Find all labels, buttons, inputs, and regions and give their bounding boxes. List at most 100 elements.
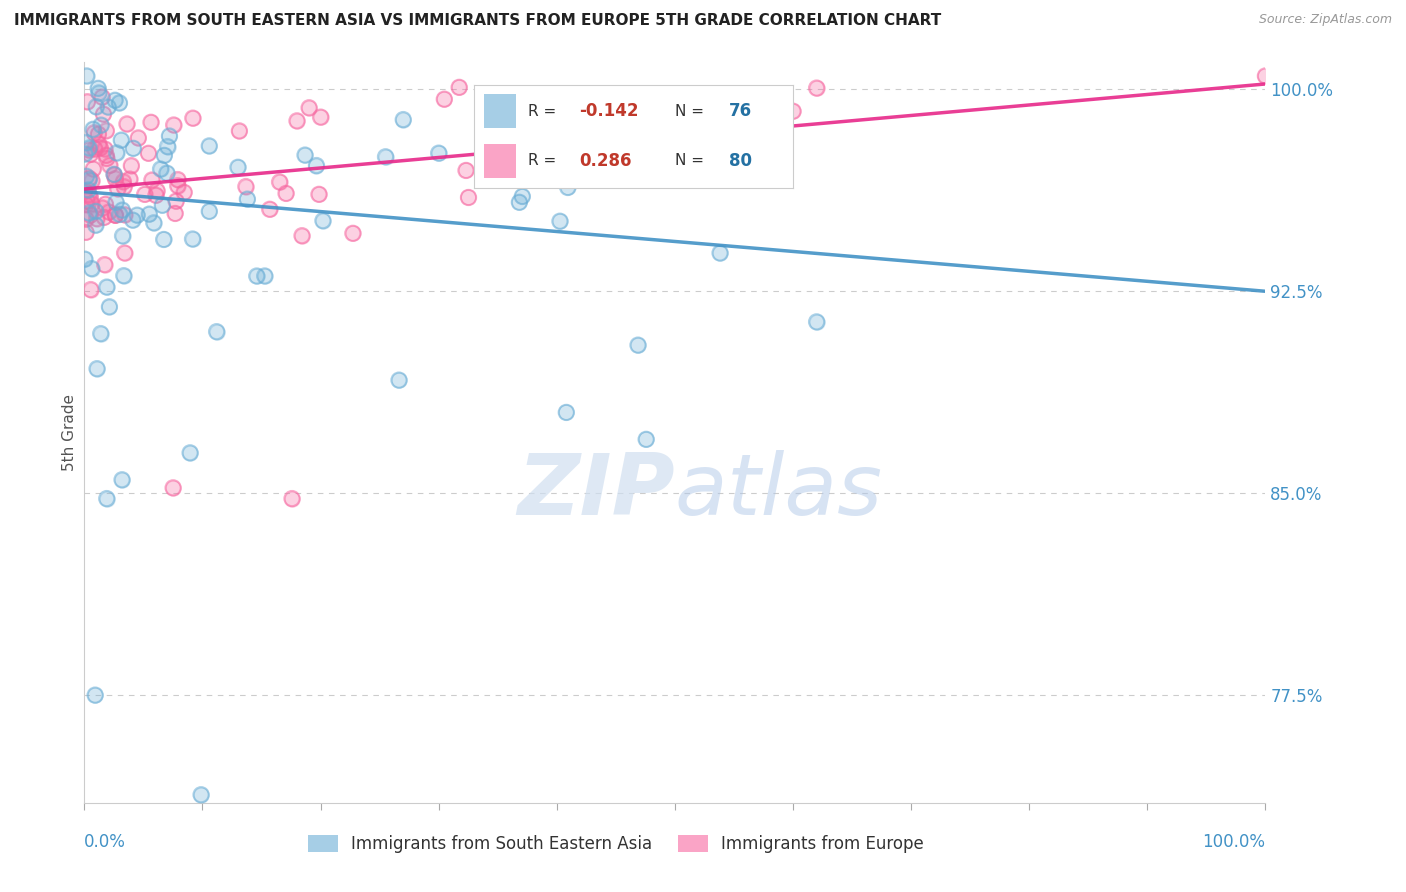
Point — [555, 405, 578, 419]
Point — [134, 187, 156, 202]
Point — [97, 100, 120, 114]
Point — [285, 113, 308, 128]
Point — [246, 268, 269, 283]
Point — [236, 192, 259, 206]
Point — [433, 92, 456, 106]
Point — [76, 95, 98, 109]
Point — [90, 326, 112, 341]
Point — [96, 148, 118, 162]
Point — [181, 232, 204, 246]
Point — [309, 110, 332, 124]
Point — [122, 141, 145, 155]
Point — [103, 167, 125, 181]
Point — [77, 143, 100, 157]
Point — [96, 123, 118, 137]
Point — [90, 118, 112, 132]
Point — [557, 180, 579, 194]
Point — [138, 207, 160, 221]
Point — [86, 361, 108, 376]
Point — [84, 218, 107, 232]
Point — [114, 246, 136, 260]
Point — [77, 173, 100, 187]
Point — [555, 405, 578, 419]
Text: ZIP: ZIP — [517, 450, 675, 533]
Point — [104, 208, 127, 222]
Point — [86, 211, 108, 226]
Point — [636, 433, 658, 447]
Point — [104, 208, 127, 222]
Point — [112, 179, 135, 194]
Point — [156, 139, 179, 153]
Point — [79, 208, 101, 222]
Point — [112, 268, 135, 283]
Point — [294, 148, 316, 162]
Point — [96, 491, 118, 506]
Point — [79, 190, 101, 204]
Point — [305, 159, 328, 173]
Point — [125, 208, 148, 222]
Point — [138, 146, 160, 161]
Point — [96, 491, 118, 506]
Point — [87, 127, 110, 141]
Point — [96, 280, 118, 294]
Point — [96, 123, 118, 137]
Text: Source: ZipAtlas.com: Source: ZipAtlas.com — [1258, 13, 1392, 27]
Point — [342, 227, 364, 241]
Point — [90, 326, 112, 341]
Point — [457, 190, 479, 204]
Point — [73, 147, 96, 161]
Point — [96, 148, 118, 162]
Point — [298, 101, 321, 115]
Point — [627, 338, 650, 352]
Point — [198, 139, 221, 153]
Point — [77, 187, 100, 202]
Point — [141, 173, 163, 187]
Point — [75, 197, 97, 211]
Point — [94, 142, 117, 156]
Point — [181, 232, 204, 246]
Point — [486, 152, 509, 166]
Point — [104, 171, 127, 186]
Point — [73, 184, 96, 198]
Point — [146, 184, 169, 198]
Point — [162, 481, 184, 495]
Point — [94, 197, 117, 211]
Point — [228, 124, 250, 138]
Point — [110, 133, 132, 147]
Point — [127, 131, 149, 145]
Point — [162, 118, 184, 132]
Point — [138, 207, 160, 221]
Point — [80, 173, 103, 187]
Point — [153, 148, 176, 162]
Point — [246, 268, 269, 283]
Point — [107, 182, 129, 196]
Point — [688, 158, 710, 172]
Point — [1254, 69, 1277, 83]
Point — [75, 212, 97, 227]
Point — [111, 473, 134, 487]
Point — [83, 142, 105, 156]
Point — [112, 179, 135, 194]
Point — [510, 189, 533, 203]
Point — [112, 175, 135, 189]
Point — [83, 142, 105, 156]
Point — [312, 213, 335, 227]
Point — [104, 171, 127, 186]
Point — [312, 213, 335, 227]
Point — [104, 208, 127, 222]
Point — [179, 446, 201, 460]
Point — [76, 194, 98, 208]
Point — [75, 197, 97, 211]
Point — [84, 204, 107, 219]
Point — [104, 208, 127, 222]
Point — [449, 80, 471, 95]
Point — [259, 202, 281, 217]
Point — [179, 446, 201, 460]
Point — [73, 252, 96, 266]
Point — [84, 100, 107, 114]
Point — [75, 212, 97, 227]
Point — [253, 268, 276, 283]
Point — [226, 161, 249, 175]
Point — [548, 214, 571, 228]
Point — [82, 161, 104, 176]
